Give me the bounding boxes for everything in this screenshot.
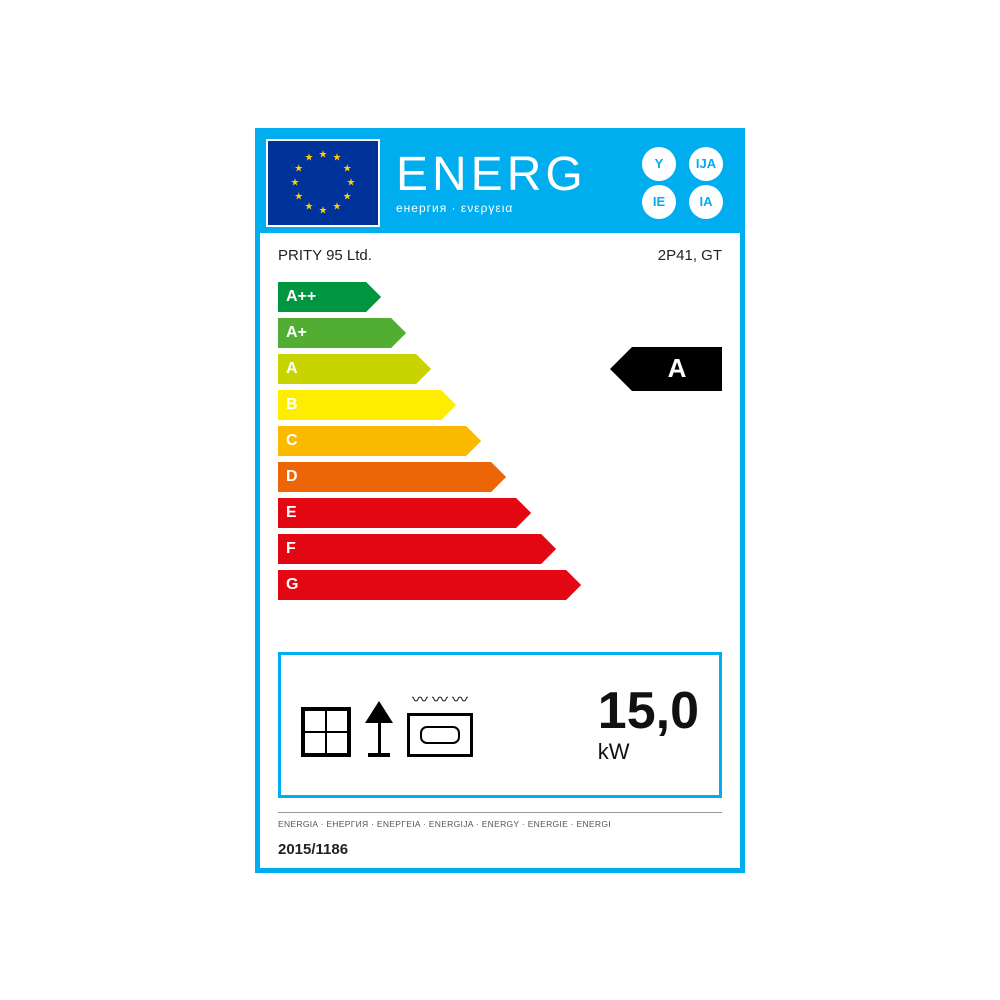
eu-star-icon: ★ [343,191,352,202]
bar-arrowhead-icon [391,318,406,348]
header: ★★★★★★★★★★★★ ENERG енергия · ενεργεια YI… [260,133,740,233]
lang-suffix-circle: IE [642,185,676,219]
eu-star-icon: ★ [305,153,314,164]
efficiency-bar-row: F [278,534,541,564]
model-id: 2P41, GT [658,247,722,264]
rating-arrow-point-icon [610,347,632,391]
power-value: 15,0 [598,685,699,737]
bar-arrowhead-icon [516,498,531,528]
efficiency-bar: A [278,354,416,384]
title-block: ENERG енергия · ενεργεια [386,133,634,233]
eu-star-icon: ★ [333,153,342,164]
eu-star-icon: ★ [294,191,303,202]
bar-arrowhead-icon [466,426,481,456]
efficiency-bar: D [278,462,491,492]
efficiency-bar-row: A++ [278,282,366,312]
efficiency-bar: A++ [278,282,366,312]
language-suffix-circles: Y IJA IE IA [634,133,740,233]
efficiency-bar: A+ [278,318,391,348]
efficiency-bar-row: B [278,390,441,420]
efficiency-bar: G [278,570,566,600]
efficiency-scale: A A++A+ABCDEFG [260,272,740,642]
window-icon [301,707,351,757]
eu-star-icon: ★ [319,149,328,160]
lamp-icon [365,701,393,757]
efficiency-bar: E [278,498,516,528]
eu-star-icon: ★ [343,163,352,174]
bar-arrowhead-icon [541,534,556,564]
efficiency-bar-row: E [278,498,516,528]
rating-indicator: A [610,347,722,391]
efficiency-bar: C [278,426,466,456]
bar-arrowhead-icon [366,282,381,312]
eu-star-icon: ★ [291,177,300,188]
eu-flag-icon: ★★★★★★★★★★★★ [266,139,380,227]
eu-star-icon: ★ [347,177,356,188]
heater-icon: 〰〰〰 [407,693,473,757]
lang-suffix-circle: IA [689,185,723,219]
efficiency-bar-row: D [278,462,491,492]
rating-letter: A [632,347,722,391]
efficiency-bar-row: A+ [278,318,391,348]
eu-star-icon: ★ [305,201,314,212]
supplier-row: PRITY 95 Ltd. 2P41, GT [260,233,740,272]
supplier-name: PRITY 95 Ltd. [278,247,372,264]
eu-star-icon: ★ [294,163,303,174]
bar-arrowhead-icon [491,462,506,492]
eu-star-icon: ★ [319,205,328,216]
energy-label: ★★★★★★★★★★★★ ENERG енергия · ενεργεια YI… [255,128,745,873]
regulation-number: 2015/1186 [260,833,740,868]
footer-languages: ENERGIA · ЕНЕРГИЯ · ΕΝΕΡΓΕΙΑ · ENERGIJA … [278,812,722,833]
subtitle: енергия · ενεργεια [396,201,634,215]
efficiency-bar: B [278,390,441,420]
power-unit: kW [598,739,699,765]
efficiency-bar-row: A [278,354,416,384]
lang-suffix-circle: IJA [689,147,723,181]
efficiency-bar: F [278,534,541,564]
power-output-box: 〰〰〰 15,0 kW [278,652,722,798]
efficiency-bar-row: G [278,570,566,600]
bar-arrowhead-icon [441,390,456,420]
efficiency-bar-row: C [278,426,466,456]
bar-arrowhead-icon [416,354,431,384]
heating-icons: 〰〰〰 [301,693,473,757]
bar-arrowhead-icon [566,570,581,600]
eu-star-icon: ★ [333,201,342,212]
lang-suffix-circle: Y [642,147,676,181]
title: ENERG [396,151,634,199]
